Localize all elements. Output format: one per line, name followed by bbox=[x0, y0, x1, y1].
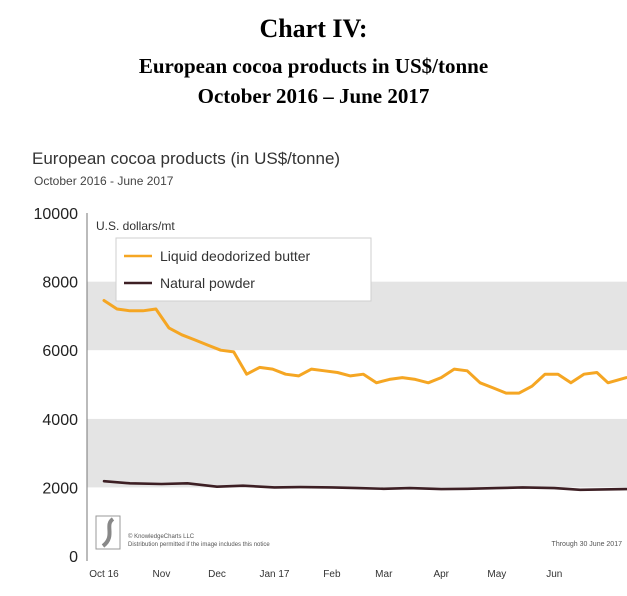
grid-band bbox=[87, 487, 627, 556]
x-tick-label: Apr bbox=[433, 569, 449, 580]
distribution-notice: Distribution permitted if the image incl… bbox=[128, 542, 270, 548]
y-axis-label: U.S. dollars/mt bbox=[96, 219, 175, 233]
y-tick-label: 0 bbox=[69, 549, 78, 566]
legend-label-powder: Natural powder bbox=[160, 275, 255, 291]
x-tick-label: Jan 17 bbox=[259, 569, 289, 580]
series-line-butter bbox=[102, 299, 627, 395]
knowledgecharts-logo bbox=[95, 515, 121, 550]
y-tick-label: 10000 bbox=[34, 206, 79, 223]
chart-heading-line1: Chart IV: bbox=[259, 14, 368, 43]
y-tick-label: 2000 bbox=[42, 480, 78, 497]
chart-subtitle: October 2016 - June 2017 bbox=[34, 174, 174, 188]
y-tick-label: 8000 bbox=[42, 275, 78, 292]
source-credit: © KnowledgeCharts LLC bbox=[128, 533, 195, 540]
y-axis-ticks: 0 2000 4000 6000 8000 10000 bbox=[34, 206, 79, 566]
x-tick-label: Mar bbox=[375, 569, 393, 580]
through-date-note: Through 30 June 2017 bbox=[552, 541, 623, 548]
grid-band bbox=[87, 418, 627, 488]
y-tick-label: 4000 bbox=[42, 412, 78, 429]
x-tick-label: Nov bbox=[153, 569, 171, 580]
x-axis-ticks: Oct 16 Nov Dec Jan 17 Feb Mar Apr May Jun bbox=[89, 569, 562, 580]
series-line-powder bbox=[102, 479, 627, 492]
x-tick-label: Feb bbox=[323, 569, 341, 580]
x-tick-label: Dec bbox=[208, 569, 226, 580]
grid-band bbox=[87, 350, 627, 419]
x-tick-label: Oct 16 bbox=[89, 569, 119, 580]
legend-box bbox=[115, 237, 372, 302]
y-tick-label: 6000 bbox=[42, 343, 78, 360]
x-tick-label: May bbox=[487, 569, 506, 580]
x-tick-label: Jun bbox=[546, 569, 562, 580]
chart-heading-line2: European cocoa products in US$/tonne bbox=[138, 54, 489, 78]
legend: Liquid deodorized butter Natural powder bbox=[115, 237, 372, 302]
chart-title: European cocoa products (in US$/tonne) bbox=[32, 149, 340, 168]
legend-label-butter: Liquid deodorized butter bbox=[160, 248, 311, 264]
series-lines bbox=[102, 299, 627, 492]
chart-heading-line3: October 2016 – June 2017 bbox=[197, 84, 430, 108]
